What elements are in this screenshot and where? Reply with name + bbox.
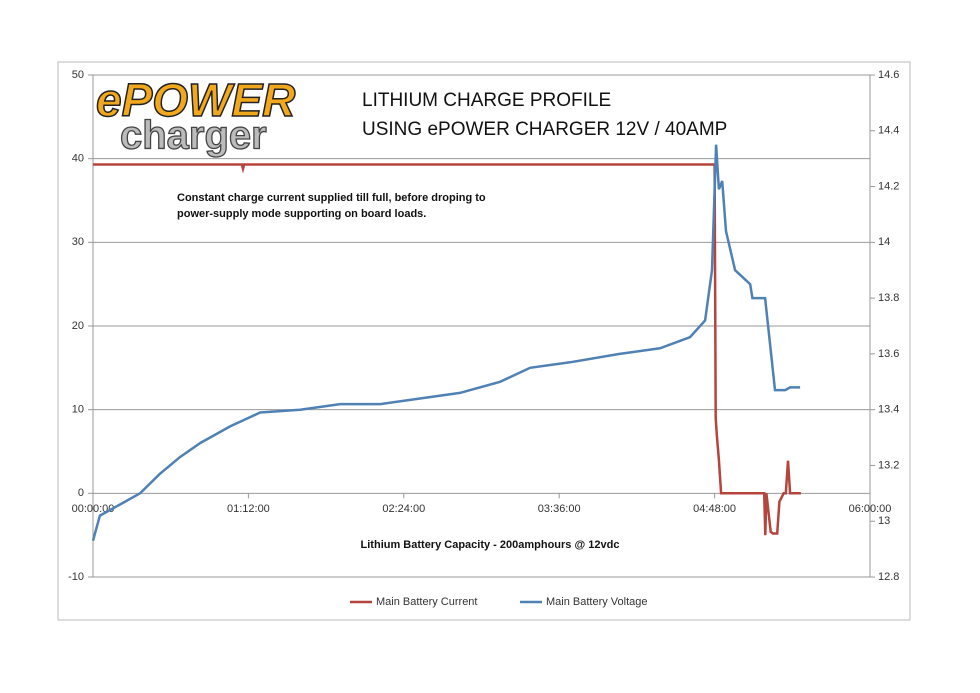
y2-tick-label: 14.2 <box>878 180 899 192</box>
y2-tick-label: 13.8 <box>878 292 899 304</box>
chart-frame <box>57 61 911 621</box>
x-axis-label: Lithium Battery Capacity - 200amphours @… <box>361 539 620 551</box>
x-tick-label: 04:48:00 <box>693 503 736 515</box>
y2-tick-label: 14 <box>878 236 890 248</box>
y-tick-label: 0 <box>78 487 84 499</box>
y2-tick-label: 13.4 <box>878 404 899 416</box>
y2-tick-label: 13 <box>878 515 890 527</box>
logo-bottom: charger <box>120 114 267 158</box>
y-tick-label: 20 <box>72 320 84 332</box>
x-tick-label: 03:36:00 <box>538 503 581 515</box>
x-tick-label: 06:00:00 <box>849 503 892 515</box>
y-tick-label: 30 <box>72 236 84 248</box>
y2-tick-label: 14.6 <box>878 69 899 81</box>
y-tick-label: 10 <box>72 404 84 416</box>
logo-top: ePOWER <box>96 74 295 126</box>
legend-label: Main Battery Voltage <box>546 596 648 608</box>
data-line <box>93 163 801 536</box>
annotation: power-supply mode supporting on board lo… <box>177 208 426 220</box>
x-tick-label: 00:00:00 <box>72 503 115 515</box>
chart-title: USING ePOWER CHARGER 12V / 40AMP <box>362 119 727 140</box>
y2-tick-label: 13.6 <box>878 348 899 360</box>
x-tick-label: 02:24:00 <box>382 503 425 515</box>
data-line <box>91 144 801 542</box>
legend-label: Main Battery Current <box>376 596 477 608</box>
y2-tick-label: 13.2 <box>878 459 899 471</box>
y-tick-label: 50 <box>72 69 84 81</box>
y-tick-label: -10 <box>68 571 84 583</box>
y2-tick-label: 12.8 <box>878 571 899 583</box>
y-tick-label: 40 <box>72 153 84 165</box>
annotation: Constant charge current supplied till fu… <box>177 192 486 204</box>
y2-tick-label: 14.4 <box>878 125 899 137</box>
chart-title: LITHIUM CHARGE PROFILE <box>362 90 611 111</box>
x-tick-label: 01:12:00 <box>227 503 270 515</box>
